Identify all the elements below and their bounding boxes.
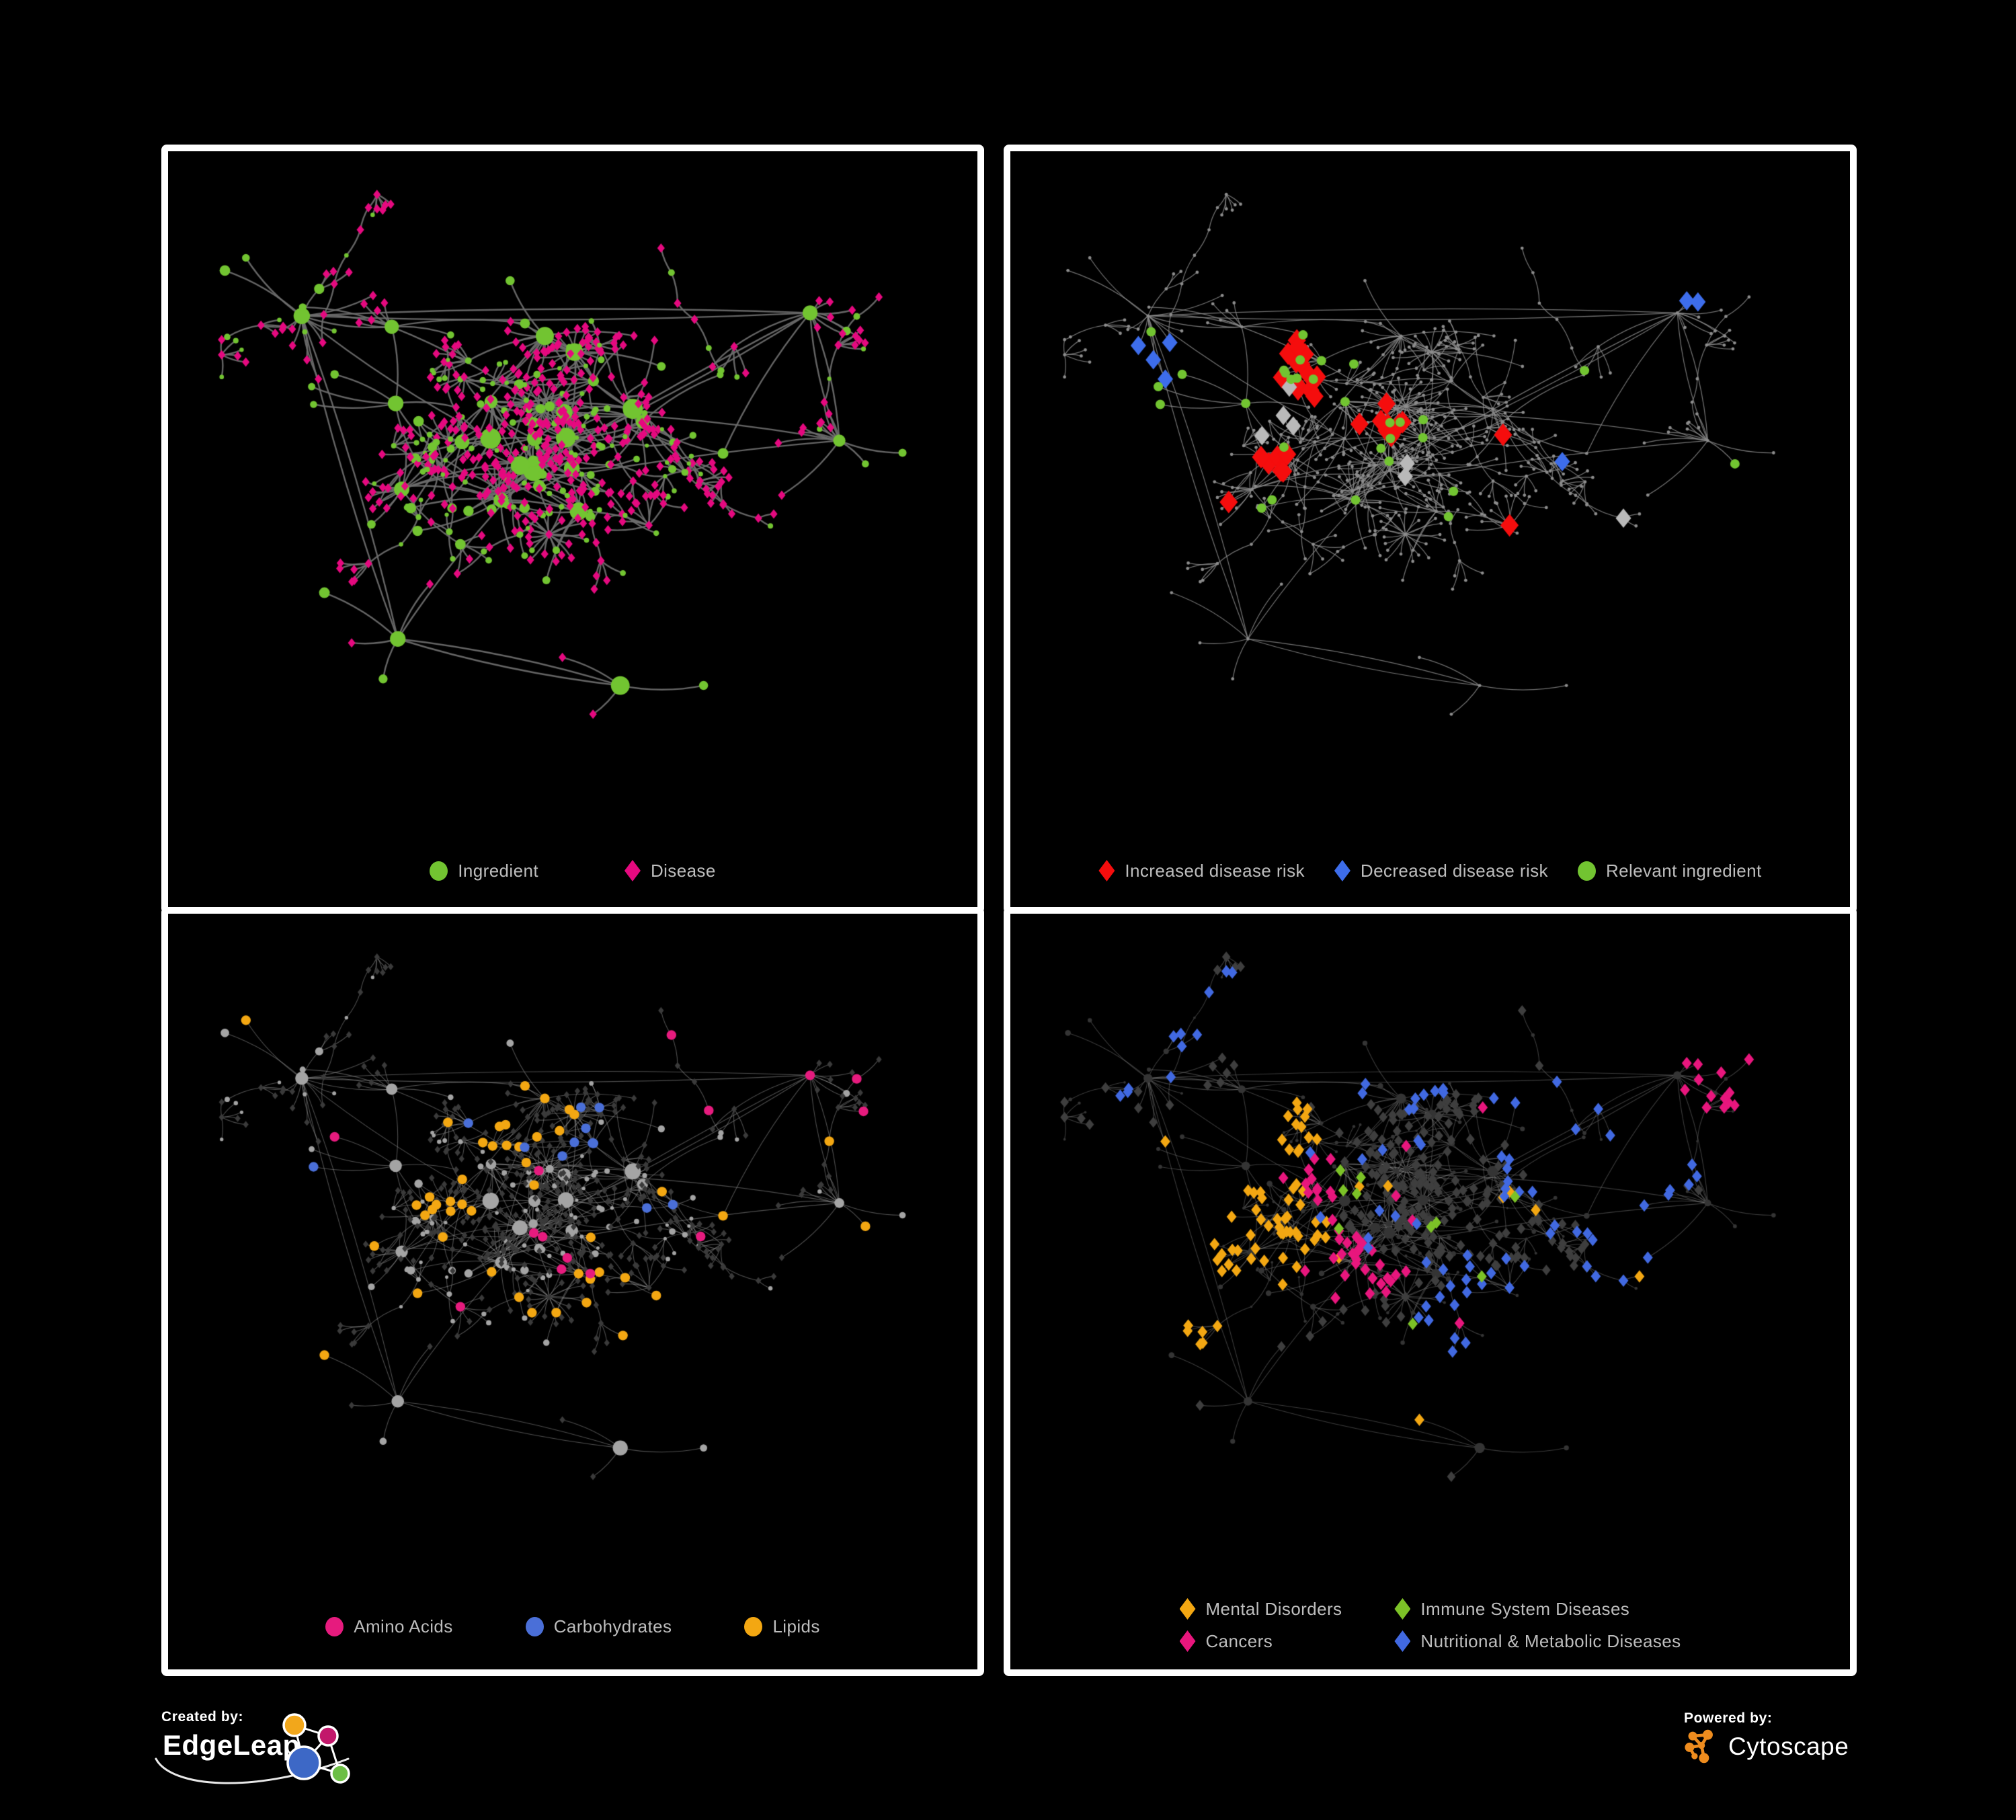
disease-diamond-marker	[624, 860, 641, 881]
decreased-risk-diamond-marker	[1334, 860, 1350, 881]
legend-item-carbohydrates: Carbohydrates	[525, 1616, 672, 1637]
legend-item-disease: Disease	[624, 860, 716, 881]
legend-item-nutritional-metabolic: Nutritional & Metabolic Diseases	[1394, 1630, 1681, 1652]
ingredient-disease-network-canvas	[168, 151, 977, 907]
edgeleap-orange-node	[282, 1713, 307, 1737]
legend-label-amino-acids: Amino Acids	[354, 1616, 453, 1636]
legend-item-relevant-ingredient: Relevant ingredient	[1577, 860, 1762, 881]
legend-item-lipids: Lipids	[744, 1616, 819, 1637]
disease-classes-network-canvas	[1010, 914, 1850, 1669]
legend-label-mental-disorders: Mental Disorders	[1205, 1598, 1342, 1619]
disease-classes-legend: Mental Disorders Immune System Diseases …	[1010, 1598, 1850, 1652]
legend-label-nutritional-metabolic: Nutritional & Metabolic Diseases	[1420, 1630, 1681, 1651]
created-by-label: Created by:	[161, 1709, 244, 1725]
legend-item-cancers: Cancers	[1179, 1630, 1342, 1652]
nutrient-classes-network-canvas	[168, 914, 977, 1669]
cancers-diamond-marker	[1179, 1630, 1196, 1652]
edgeleap-magenta-node	[317, 1725, 339, 1747]
cytoscape-wordmark: Cytoscape	[1728, 1733, 1849, 1760]
legend-label-relevant-ingredient: Relevant ingredient	[1605, 860, 1762, 881]
edgeleap-blue-node	[286, 1745, 321, 1780]
cytoscape-logo-icon	[1685, 1729, 1713, 1764]
legend-label-cancers: Cancers	[1205, 1630, 1273, 1651]
relevant-ingredient-circle-marker	[1577, 861, 1596, 881]
mental-disorders-diamond-marker	[1179, 1598, 1196, 1620]
edgeleap-green-node	[330, 1764, 350, 1784]
legend-label-carbohydrates: Carbohydrates	[553, 1616, 672, 1636]
legend-label-disease: Disease	[650, 860, 716, 881]
carbohydrates-circle-marker	[525, 1617, 544, 1636]
legend-item-increased-risk: Increased disease risk	[1098, 860, 1304, 881]
nutritional-metabolic-diamond-marker	[1394, 1630, 1411, 1652]
legend-label-decreased-risk: Decreased disease risk	[1360, 860, 1548, 881]
edgeleap-logo	[282, 1713, 350, 1784]
created-by-branding: Created by: EdgeLeap	[155, 1709, 383, 1810]
legend-item-amino-acids: Amino Acids	[325, 1616, 452, 1637]
legend-item-immune-system-diseases: Immune System Diseases	[1394, 1598, 1681, 1620]
edgeleap-wordmark: EdgeLeap	[163, 1729, 300, 1761]
panel-disease-classes: Mental Disorders Immune System Diseases …	[1004, 907, 1857, 1676]
powered-by-label: Powered by:	[1684, 1710, 1773, 1726]
ingredient-disease-legend: Ingredient Disease	[168, 860, 977, 881]
powered-by-branding: Powered by: Cytoscape	[1684, 1710, 1872, 1805]
legend-label-immune-system-diseases: Immune System Diseases	[1420, 1598, 1630, 1619]
disease-risk-network-canvas	[1010, 151, 1850, 907]
legend-item-mental-disorders: Mental Disorders	[1179, 1598, 1342, 1620]
nutrient-classes-legend: Amino Acids Carbohydrates Lipids	[168, 1616, 977, 1637]
legend-item-ingredient: Ingredient	[430, 861, 538, 881]
legend-label-lipids: Lipids	[772, 1616, 820, 1636]
ingredient-circle-marker	[430, 861, 448, 881]
disease-risk-legend: Increased disease risk Decreased disease…	[1010, 860, 1850, 881]
increased-risk-diamond-marker	[1098, 860, 1115, 881]
lipids-circle-marker	[744, 1617, 763, 1636]
immune-system-diamond-marker	[1394, 1598, 1411, 1620]
legend-item-decreased-risk: Decreased disease risk	[1334, 860, 1548, 881]
panel-ingredient-disease: Ingredient Disease	[161, 145, 984, 914]
panel-disease-risk: Increased disease risk Decreased disease…	[1004, 145, 1857, 914]
legend-label-increased-risk: Increased disease risk	[1125, 860, 1305, 881]
panel-nutrient-classes: Amino Acids Carbohydrates Lipids	[161, 907, 984, 1676]
amino-acids-circle-marker	[325, 1617, 344, 1636]
legend-label-ingredient: Ingredient	[458, 860, 538, 881]
